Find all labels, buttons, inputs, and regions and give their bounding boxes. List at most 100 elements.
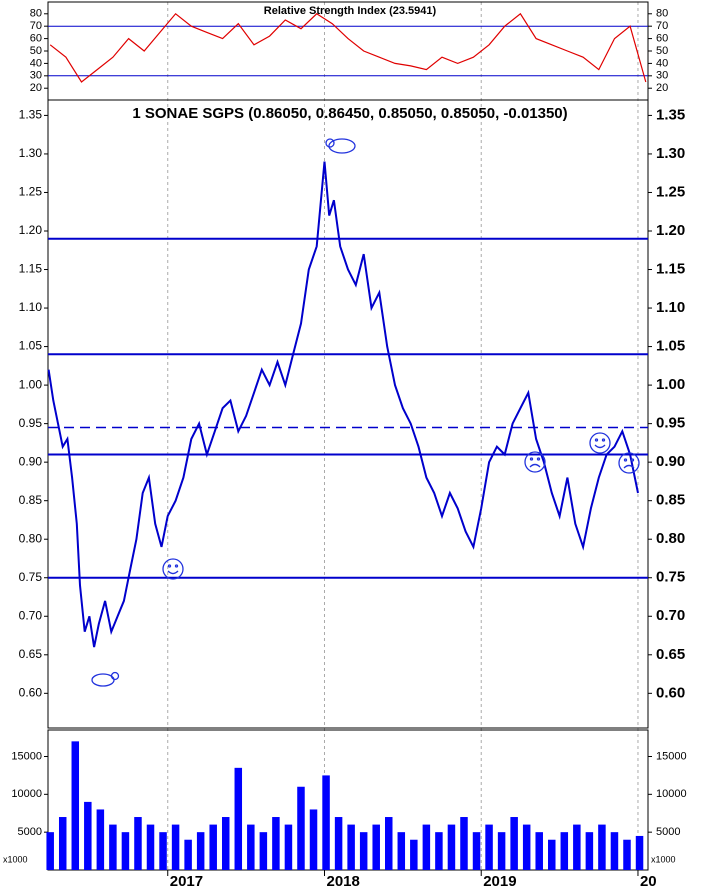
volume-bar: [46, 832, 54, 870]
volume-bar: [334, 817, 343, 870]
y-tick-label: 0.90: [19, 454, 43, 468]
y-tick-label: 5000: [18, 826, 42, 838]
frown-icon: [524, 451, 546, 473]
volume-bar: [184, 839, 192, 870]
y-tick-label: 70: [656, 20, 668, 32]
smiley-icon: [162, 558, 184, 580]
y-tick-label: 1.05: [19, 339, 43, 353]
y-tick-label: 1.05: [656, 338, 685, 355]
y-tick-label: 0.85: [656, 492, 685, 509]
volume-bar: [397, 832, 406, 870]
volume-bar: [84, 801, 92, 870]
x-tick-label: 2019: [483, 873, 516, 890]
volume-bar: [272, 817, 280, 870]
y-tick-label: 0.95: [19, 416, 43, 430]
volume-bar: [284, 824, 293, 870]
volume-bar: [623, 839, 631, 870]
y-tick-label: 1.15: [656, 260, 685, 277]
bear-icon: [325, 138, 356, 154]
y-tick-label: 0.95: [656, 415, 685, 432]
y-tick-label: 1.30: [19, 146, 43, 160]
y-tick-label: 20: [656, 82, 668, 94]
panel-title: Relative Strength Index (23.5941): [264, 5, 437, 17]
y-tick-label: 1.25: [19, 185, 43, 199]
volume-bar: [58, 817, 67, 870]
series-line: [47, 161, 639, 648]
volume-bar: [422, 824, 431, 870]
y-tick-label: 40: [656, 57, 668, 69]
y-tick-label: 5000: [656, 826, 680, 838]
y-tick-label: 0.70: [656, 607, 685, 624]
y-tick-label: 0.90: [656, 453, 685, 470]
volume-bar: [221, 817, 230, 870]
y-tick-label: 60: [656, 33, 668, 45]
unit-label: x1000: [651, 854, 676, 864]
volume-bar: [247, 824, 255, 870]
y-tick-label: 0.75: [656, 569, 685, 586]
volume-bar: [297, 786, 305, 870]
y-tick-label: 1.10: [656, 299, 685, 316]
annotation-icons: [91, 138, 640, 687]
y-tick-label: 1.15: [19, 262, 43, 276]
y-tick-label: 80: [30, 8, 42, 20]
volume-bar: [585, 832, 594, 870]
y-tick-label: 50: [656, 45, 668, 57]
volume-bar: [159, 832, 167, 870]
volume-bar: [510, 817, 518, 870]
volume-bar: [460, 817, 468, 870]
volume-bar: [171, 824, 180, 870]
frown-icon: [618, 452, 640, 474]
y-tick-label: 1.00: [19, 377, 43, 391]
y-tick-label: 0.80: [19, 531, 43, 545]
volume-bar: [121, 832, 130, 870]
y-tick-label: 1.20: [656, 222, 685, 239]
y-tick-label: 30: [656, 70, 668, 82]
volume-bar: [522, 824, 531, 870]
series-line: [49, 12, 647, 83]
volume-bar: [347, 824, 355, 870]
y-tick-label: 30: [30, 70, 42, 82]
volume-bar: [96, 809, 105, 870]
volume-bar: [134, 817, 142, 870]
volume-bar: [410, 839, 418, 870]
y-tick-label: 0.60: [656, 684, 685, 701]
x-tick-label: 2017: [170, 873, 203, 890]
y-tick-label: 50: [30, 45, 42, 57]
volume-bar: [259, 832, 268, 870]
y-tick-label: 0.70: [19, 608, 43, 622]
y-tick-label: 1.10: [19, 300, 43, 314]
y-tick-label: 0.65: [656, 646, 685, 663]
unit-label: x1000: [3, 854, 28, 864]
volume-bar: [635, 835, 644, 870]
volume-bar: [146, 824, 155, 870]
x-tick-label: 20: [640, 873, 657, 890]
y-tick-label: 10000: [656, 788, 687, 800]
bull-icon: [91, 671, 120, 687]
x-tick-label: 2018: [326, 873, 359, 890]
volume-bar: [447, 824, 456, 870]
y-tick-label: 1.20: [19, 223, 43, 237]
y-tick-label: 1.35: [656, 106, 685, 123]
y-tick-label: 0.80: [656, 530, 685, 547]
volume-bar: [535, 832, 543, 870]
y-tick-label: 0.60: [19, 685, 43, 699]
volume-bar: [372, 824, 380, 870]
volume-bar: [196, 832, 205, 870]
panel-title: 1 SONAE SGPS (0.86050, 0.86450, 0.85050,…: [132, 105, 567, 122]
volume-bar: [472, 832, 481, 870]
y-tick-label: 0.65: [19, 647, 43, 661]
volume-bar: [209, 824, 217, 870]
volume-bar: [497, 832, 506, 870]
y-tick-label: 20: [30, 82, 42, 94]
volume-bar: [385, 817, 393, 870]
y-tick-label: 1.25: [656, 183, 685, 200]
volume-bar: [322, 775, 330, 870]
volume-bar: [359, 832, 368, 870]
y-tick-label: 60: [30, 33, 42, 45]
volume-bar: [610, 832, 619, 870]
y-tick-label: 10000: [11, 788, 42, 800]
y-tick-label: 15000: [11, 750, 42, 762]
y-tick-label: 1.35: [19, 108, 43, 122]
volume-bar: [309, 809, 318, 870]
